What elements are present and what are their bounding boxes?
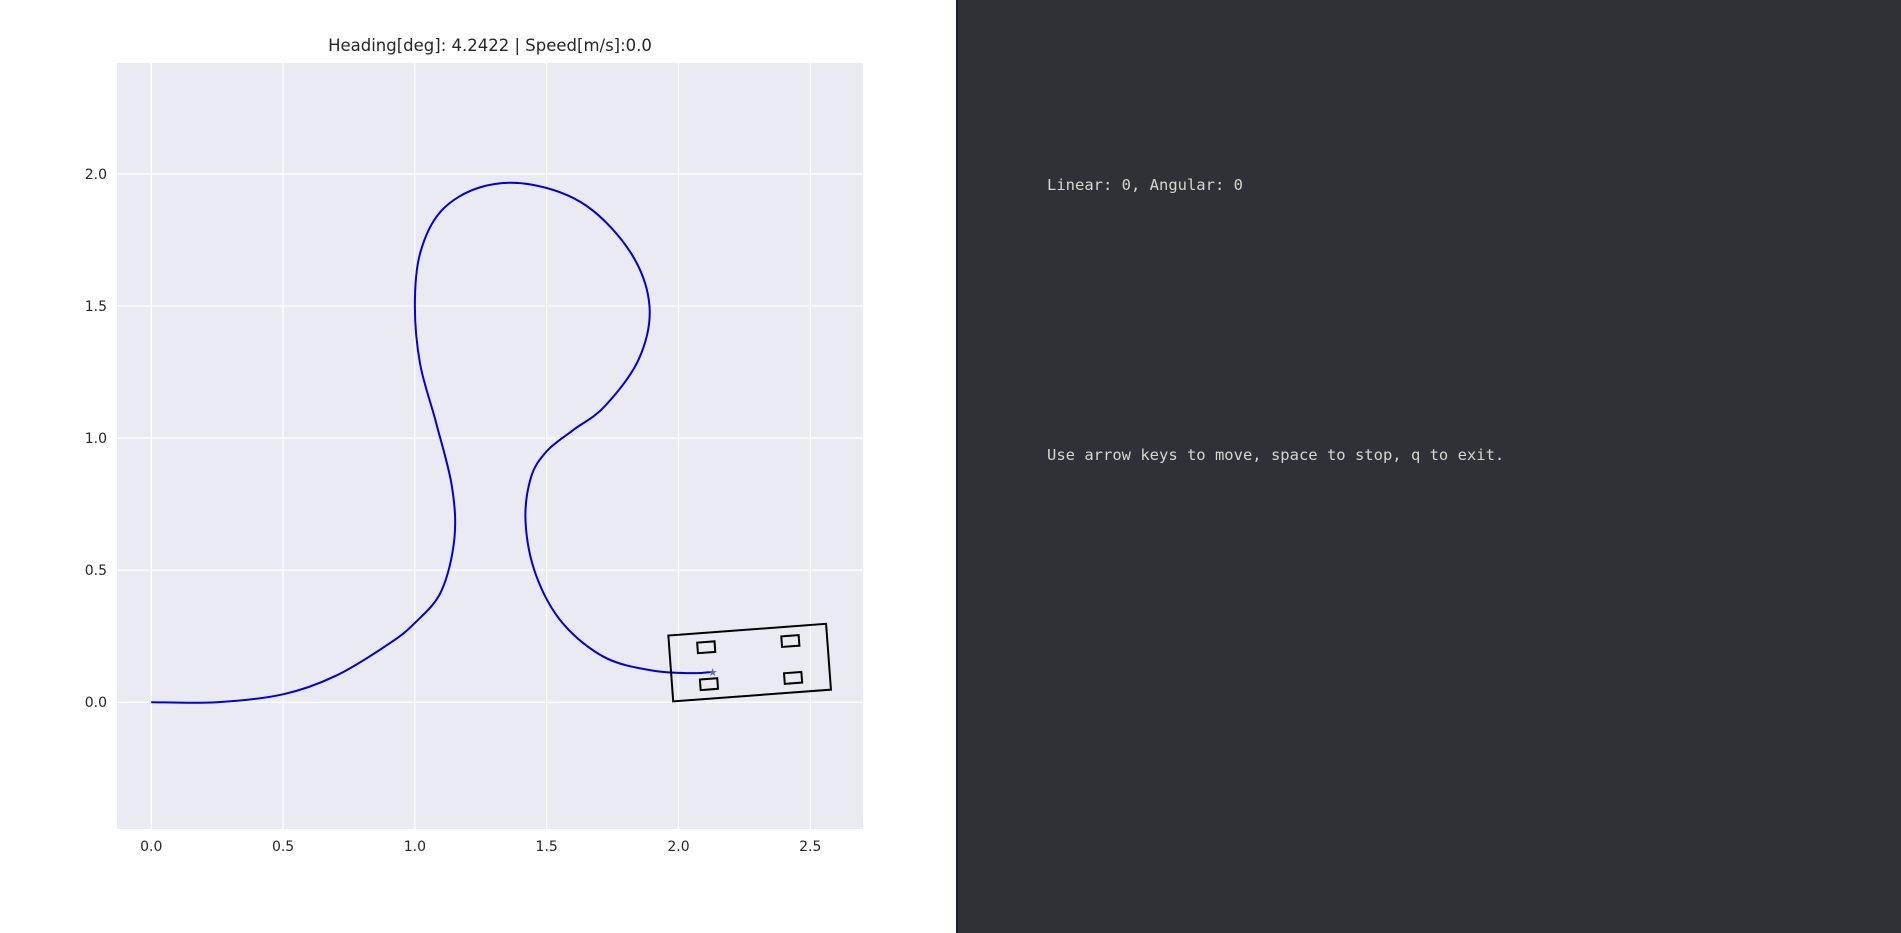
vehicle-wheel <box>696 640 717 655</box>
x-tick-label: 1.0 <box>404 839 426 855</box>
vehicle-wheel <box>782 670 804 685</box>
plot-window: Heading[deg]: 4.2422 | Speed[m/s]:0.0 0.… <box>84 36 863 855</box>
vehicle: ★ <box>667 622 833 703</box>
status-line: Linear: 0, Angular: 0 <box>1047 176 1243 194</box>
x-tick-label: 0.5 <box>272 839 294 855</box>
help-text: Use arrow keys to move, space to stop, q… <box>1047 446 1505 464</box>
vehicle-body <box>667 622 833 703</box>
vehicle-wheel <box>780 634 801 649</box>
vehicle-center-marker: ★ <box>708 666 718 679</box>
x-tick-label: 2.5 <box>799 839 821 855</box>
trajectory-plot: Heading[deg]: 4.2422 | Speed[m/s]:0.0 0.… <box>85 36 863 855</box>
y-tick-label: 1.5 <box>85 299 107 315</box>
axes-background <box>117 63 863 829</box>
grid-lines <box>117 63 863 829</box>
tick-labels: 0.0 0.5 1.0 1.5 2.0 2.5 0.0 0.5 1.0 1.5 2.0 <box>85 167 822 855</box>
plot-title: Heading[deg]: 4.2422 | Speed[m/s]:0.0 <box>328 36 652 55</box>
y-tick-label: 2.0 <box>85 167 107 183</box>
x-tick-label: 0.0 <box>140 839 162 855</box>
x-tick-label: 2.0 <box>667 839 689 855</box>
terminal-panel[interactable]: Linear: 0, Angular: 0 Use arrow keys to … <box>956 0 1901 933</box>
vehicle-wheel <box>698 677 720 692</box>
y-tick-label: 1.0 <box>85 431 107 447</box>
x-tick-label: 1.5 <box>536 839 558 855</box>
y-tick-label: 0.0 <box>85 695 107 711</box>
trajectory-line <box>151 181 713 704</box>
y-tick-label: 0.5 <box>85 563 107 579</box>
